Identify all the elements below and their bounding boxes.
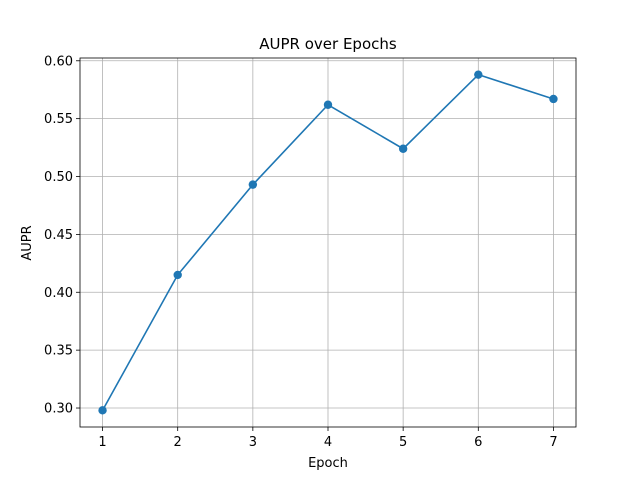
y-tick-label: 0.60 <box>44 54 73 69</box>
grid-layer <box>80 58 576 427</box>
x-tick-label: 3 <box>249 435 257 450</box>
y-tick-label: 0.30 <box>44 402 73 417</box>
data-point-marker <box>398 144 408 153</box>
x-tick-label: 4 <box>324 435 332 450</box>
data-point-marker <box>248 180 258 189</box>
y-tick-label: 0.35 <box>44 344 73 359</box>
x-tick-label: 5 <box>399 435 407 450</box>
y-tick-label: 0.50 <box>44 170 73 185</box>
x-tick-label: 1 <box>98 435 106 450</box>
x-tick-label: 2 <box>174 435 182 450</box>
chart-title: AUPR over Epochs <box>259 35 397 53</box>
x-tick-label: 7 <box>549 435 557 450</box>
y-axis-label: AUPR <box>20 225 35 260</box>
x-tick-label: 6 <box>474 435 482 450</box>
y-tick-label: 0.40 <box>44 286 73 301</box>
data-point-marker <box>98 406 107 415</box>
data-point-marker <box>173 270 182 280</box>
y-tick-label: 0.55 <box>44 112 73 127</box>
series-layer <box>98 70 558 415</box>
data-point-marker <box>474 70 483 79</box>
y-tick-label: 0.45 <box>44 228 73 243</box>
data-point-marker <box>549 94 558 104</box>
x-axis-label: Epoch <box>308 456 348 471</box>
tick-layer: 1 2 3 4 5 6 7 0.30 0.35 0.40 0.45 0.50 0.55 0.60 <box>44 54 558 450</box>
data-point-marker <box>323 100 333 109</box>
